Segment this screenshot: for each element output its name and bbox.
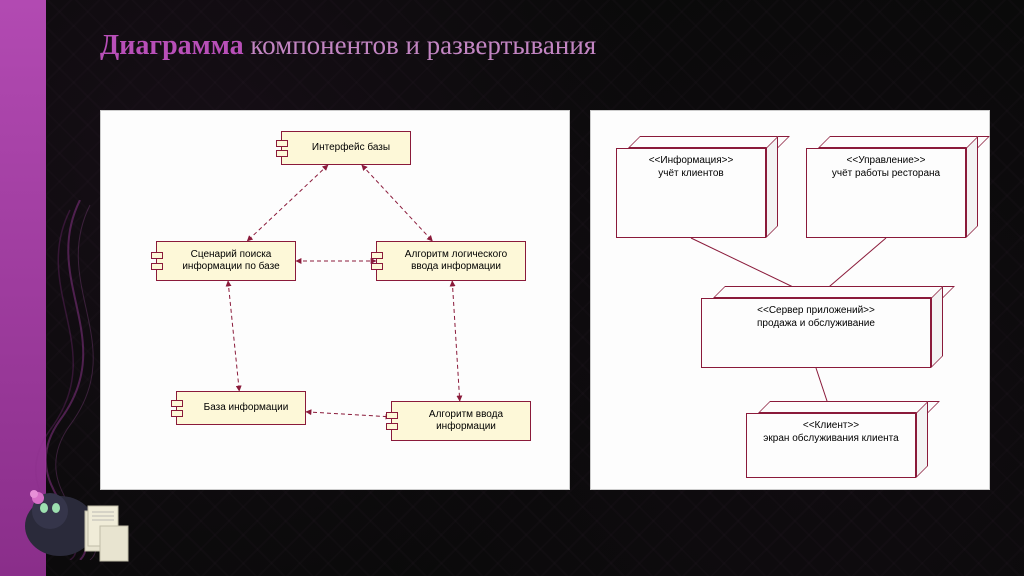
component-box: База информации [176,391,306,425]
component-box: Алгоритм ввода информации [391,401,531,441]
deployment-diagram-panel: <<Информация>>учёт клиентов <<Управление>… [590,110,990,490]
title-bold: Диаграмма [100,30,244,61]
slide-title: Диаграмма компонентов и развертывания [100,30,596,62]
deployment-node: <<Клиент>>экран обслуживания клиента [746,401,928,478]
component-diagram-panel: Интерфейс базы Сценарий поиска информации… [100,110,570,490]
component-box: Интерфейс базы [281,131,411,165]
corner-illustration [10,456,130,566]
component-box: Алгоритм логического ввода информации [376,241,526,281]
deployment-node: <<Информация>>учёт клиентов [616,136,778,238]
deployment-node: <<Сервер приложений>>продажа и обслужива… [701,286,943,368]
component-box: Сценарий поиска информации по базе [156,241,296,281]
title-rest: компонентов и развертывания [244,30,597,60]
deployment-node: <<Управление>>учёт работы ресторана [806,136,978,238]
